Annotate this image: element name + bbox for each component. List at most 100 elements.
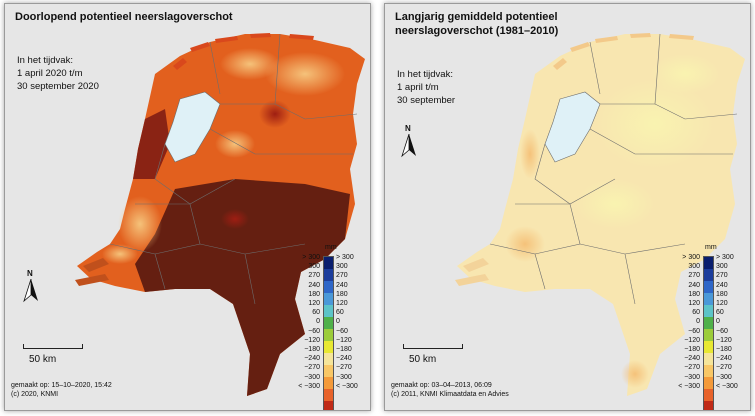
legend-label: −240 — [716, 355, 732, 363]
legend-label: −60 — [716, 327, 728, 335]
scale-bar — [23, 344, 83, 349]
legend-label-left: 180 — [308, 290, 320, 298]
legend-label-left: −270 — [304, 364, 320, 372]
legend-swatch — [324, 353, 333, 365]
legend-label: < −300 — [716, 382, 738, 390]
legend-label: −300 — [336, 373, 352, 381]
legend-label: 270 — [716, 272, 728, 280]
legend-label-left: > 300 — [302, 254, 320, 261]
legend-label: 0 — [716, 318, 720, 326]
north-label: N — [405, 124, 411, 133]
legend-swatch — [324, 281, 333, 293]
footer-copyright: (c) 2020, KNMI — [11, 391, 59, 398]
legend-label-left: −60 — [688, 327, 700, 335]
legend-swatch — [704, 341, 713, 353]
legend-label-left: −240 — [304, 355, 320, 363]
legend-swatch — [324, 389, 333, 401]
footer-copyright: (c) 2011, KNMI Klimaatdata en Advies — [391, 391, 509, 398]
legend-label: 180 — [336, 290, 348, 298]
wadden-islands — [553, 33, 694, 70]
legend-swatch — [324, 329, 333, 341]
legend-label-left: −180 — [684, 346, 700, 353]
legend-label: 300 — [336, 263, 348, 271]
legend-label: > 300 — [716, 254, 734, 261]
legend-label: 60 — [336, 309, 344, 317]
legend-swatch — [324, 305, 333, 317]
scale-label: 50 km — [29, 354, 57, 365]
period-heading: In het tijdvak: — [397, 69, 453, 80]
ijsselmeer — [164, 91, 221, 163]
legend-label-left: > 300 — [682, 254, 700, 261]
north-label: N — [27, 269, 33, 278]
footer-created: gemaakt op: 03–04–2013, 06:09 — [391, 382, 492, 389]
legend-label: −300 — [716, 373, 732, 381]
legend-label-left: −300 — [304, 373, 320, 381]
legend-label: −270 — [336, 364, 352, 372]
legend-swatch — [704, 305, 713, 317]
dark-zone-south — [135, 179, 350, 396]
period-line-2: 30 september — [397, 95, 456, 106]
netherlands-map-longterm — [455, 33, 745, 396]
legend-label: 240 — [716, 281, 728, 289]
period-heading: In het tijdvak: — [17, 55, 73, 66]
legend-label-left: 0 — [316, 318, 320, 326]
legend-swatch — [704, 281, 713, 293]
legend-label: −120 — [716, 336, 732, 344]
legend-unit: mm — [325, 244, 337, 251]
legend-label: 60 — [716, 309, 724, 317]
legend-swatch — [704, 329, 713, 341]
legend-label: 240 — [336, 281, 348, 289]
north-arrow-icon: N — [23, 269, 39, 303]
legend-label-left: 0 — [696, 318, 700, 326]
legend-label: 180 — [716, 290, 728, 298]
legend-label-left: −270 — [684, 364, 700, 372]
legend-swatch — [704, 317, 713, 329]
legend-label: < −300 — [336, 382, 358, 390]
legend-label-left: −240 — [684, 355, 700, 363]
legend-swatch — [324, 365, 333, 377]
legend-label-left: −120 — [304, 336, 320, 344]
ijsselmeer — [544, 91, 601, 163]
period-line-1: 1 april 2020 t/m — [17, 68, 83, 79]
legend-label-left: 60 — [312, 309, 320, 317]
legend-label: −270 — [716, 364, 732, 372]
legend-color-bar — [323, 256, 334, 410]
legend-label: 120 — [336, 300, 348, 307]
legend-unit: mm — [705, 244, 717, 251]
period-line-2: 30 september 2020 — [17, 81, 99, 92]
map-title: Langjarig gemiddeld potentieel neerslago… — [395, 10, 558, 38]
legend-label: −240 — [336, 355, 352, 363]
legend-label: −60 — [336, 327, 348, 335]
legend-label: 0 — [336, 318, 340, 326]
legend-swatch — [704, 377, 713, 389]
north-arrow-icon: N — [401, 124, 417, 158]
title-line-2: neerslagoverschot (1981–2010) — [395, 25, 559, 37]
legend-label-left: 120 — [688, 300, 700, 307]
legend-label: 300 — [716, 263, 728, 271]
legend-swatch — [704, 269, 713, 281]
title-line-1: Doorlopend potentieel neerslagoverschot — [15, 11, 233, 23]
legend-label-left: 180 — [688, 290, 700, 298]
legend-swatch — [704, 257, 713, 269]
zeeland-islands — [75, 258, 109, 286]
dark-zone-west — [133, 109, 170, 179]
legend-label-left: < −300 — [298, 382, 320, 390]
legend-swatch — [324, 293, 333, 305]
legend-label: −180 — [336, 346, 352, 353]
legend-swatch — [704, 353, 713, 365]
legend-label-left: 60 — [692, 309, 700, 317]
legend-label: 270 — [336, 272, 348, 280]
legend-swatch — [324, 377, 333, 389]
legend-label: −180 — [716, 346, 732, 353]
scale-label: 50 km — [409, 354, 437, 365]
legend-swatch — [324, 341, 333, 353]
period-line-1: 1 april t/m — [397, 82, 439, 93]
legend-label-left: −120 — [684, 336, 700, 344]
footer-created: gemaakt op: 15–10–2020, 15:42 — [11, 382, 112, 389]
scale-bar — [403, 344, 463, 349]
legend-label-left: < −300 — [678, 382, 700, 390]
legend-label-left: 300 — [688, 263, 700, 271]
legend-color-bar — [703, 256, 714, 410]
legend-swatch — [704, 401, 713, 410]
legend-label-left: 270 — [688, 272, 700, 280]
